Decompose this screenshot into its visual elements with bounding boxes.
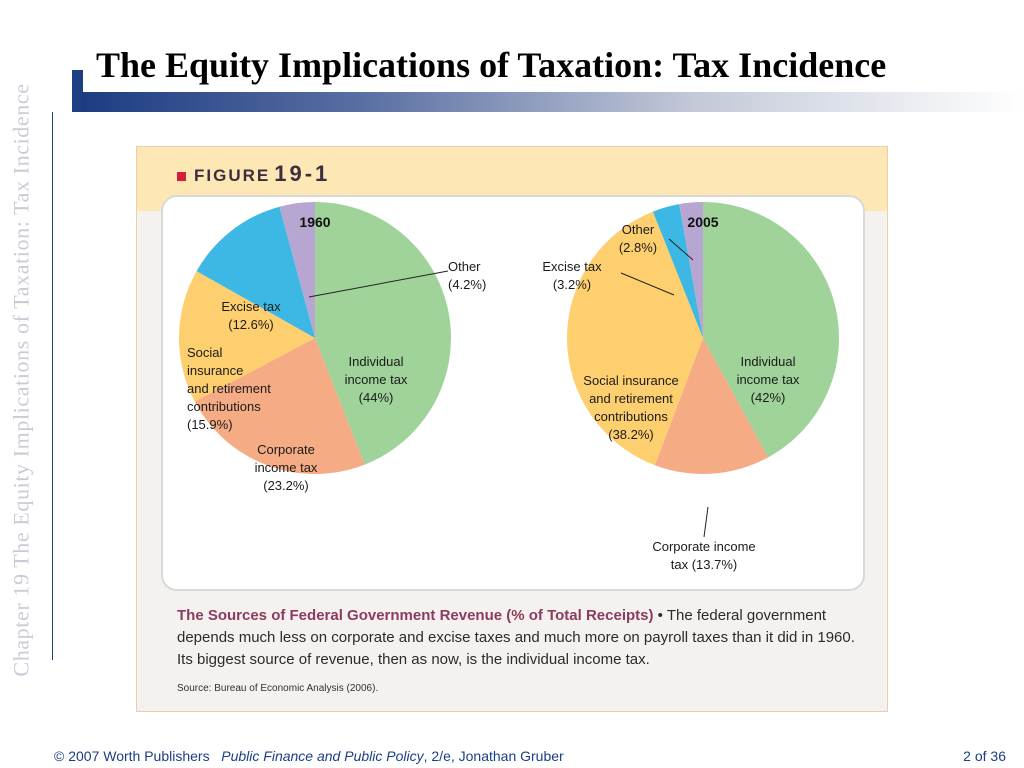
- pie-slice: [567, 211, 703, 466]
- footer-copyright: © 2007 Worth Publishers: [54, 748, 210, 764]
- chart-panel: 1960 Individual income tax (44%) Corporate in…: [161, 195, 865, 591]
- pie-slice: [654, 338, 769, 474]
- pie-slice: [279, 202, 315, 338]
- slice-label: Other (4.2%): [448, 259, 486, 292]
- pie-chart-title: 2005: [687, 214, 718, 230]
- side-chapter-label: Chapter 19 The Equity Implications of Ta…: [9, 83, 34, 677]
- figure-box: FIGURE 19-1 1960 Individual income tax (44%)…: [136, 146, 888, 712]
- figure-label: FIGURE 19-1: [177, 161, 330, 187]
- figure-bullet-icon: [177, 172, 186, 182]
- pie-slice: [703, 202, 839, 458]
- title-accent: [72, 70, 83, 112]
- pie-slice: [196, 206, 315, 338]
- side-chapter-text: Chapter 19 The Equity Implications of Ta…: [4, 20, 40, 740]
- pie-chart-2005: 2005 Individual income tax (42%) Corporate i…: [542, 202, 839, 572]
- label-leader-line: [703, 506, 709, 538]
- pie-slice: [315, 202, 452, 465]
- pie-slice: [194, 338, 365, 475]
- footer-credit: © 2007 Worth Publishers Public Finance a…: [54, 748, 564, 764]
- figure-word: FIGURE: [194, 166, 271, 185]
- caption-bullet: •: [653, 607, 667, 624]
- page-number: 2 of 36: [963, 748, 1006, 764]
- slice-label: Social insurance and retirement contributio…: [187, 345, 271, 432]
- slice-label: Other (2.8%): [619, 222, 657, 255]
- pie-slice: [178, 271, 315, 402]
- footer-edition: , 2/e, Jonathan Gruber: [423, 748, 564, 764]
- slice-label: Individual income tax (42%): [737, 354, 800, 405]
- pie-chart-1960: 1960 Individual income tax (44%) Corporate in…: [178, 202, 486, 493]
- label-leader-line: [668, 238, 694, 261]
- side-rule: [52, 112, 53, 660]
- pie-charts: 1960 Individual income tax (44%) Corporate in…: [178, 202, 839, 572]
- slice-label: Excise tax (12.6%): [221, 299, 281, 332]
- slice-label: Corporate income tax (13.7%): [652, 539, 755, 572]
- slide-title: The Equity Implications of Taxation: Tax…: [96, 45, 887, 85]
- pie-chart-title: 1960: [299, 214, 330, 230]
- figure-caption: The Sources of Federal Government Revenu…: [177, 605, 857, 671]
- pie-slice: [652, 204, 703, 338]
- caption-text: The federal government depends much less…: [177, 607, 855, 668]
- footer-book-title: Public Finance and Public Policy: [221, 748, 424, 764]
- label-leader-line: [308, 270, 449, 298]
- label-leader-line: [620, 272, 675, 296]
- pie-slice: [679, 202, 703, 338]
- slice-label: Excise tax (3.2%): [542, 259, 602, 292]
- slice-label: Individual income tax (44%): [345, 354, 408, 405]
- caption-title: The Sources of Federal Government Revenu…: [177, 607, 654, 624]
- figure-source: Source: Bureau of Economic Analysis (200…: [177, 683, 379, 694]
- slice-label: Corporate income tax (23.2%): [255, 442, 318, 493]
- slice-label: Social insurance and retirement contributi…: [583, 373, 678, 442]
- figure-number: 19-1: [274, 161, 331, 186]
- title-gradient-bar: [82, 92, 1024, 112]
